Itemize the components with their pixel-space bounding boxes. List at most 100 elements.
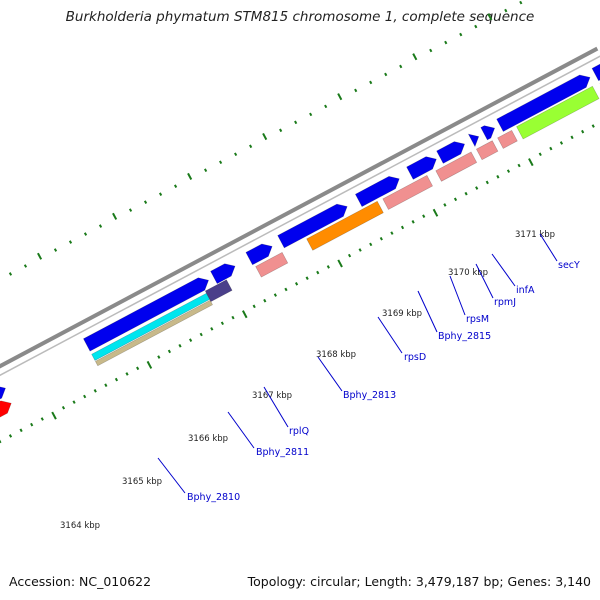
inner-tick (506, 169, 511, 173)
inner-tick (157, 355, 161, 359)
inner-tick (528, 158, 534, 167)
gene-label: Bphy_2813 (343, 390, 396, 401)
outer-tick (294, 120, 298, 125)
inner-tick (496, 174, 500, 179)
cog-block (516, 85, 600, 140)
outer-tick (324, 104, 328, 109)
inner-tick (316, 270, 320, 275)
outer-tick (128, 208, 133, 212)
inner-tick (0, 439, 2, 444)
inner-tick (104, 383, 108, 388)
outer-tick (98, 224, 103, 228)
gene-label: infA (516, 285, 535, 296)
gene-label: rpsD (404, 352, 426, 363)
tick-label: 3171 kbp (515, 230, 555, 240)
outer-tick (444, 40, 448, 45)
outer-tick (83, 232, 88, 236)
backbone-inner (0, 55, 600, 377)
inner-tick (305, 276, 309, 280)
outer-tick (37, 252, 43, 260)
inner-tick (231, 315, 235, 320)
outer-tick (504, 8, 508, 13)
gene-leader-line (475, 263, 494, 299)
outer-tick (143, 200, 148, 204)
outer-tick (234, 152, 238, 157)
cds-forward-block (467, 133, 480, 148)
outer-tick (53, 248, 58, 252)
outer-tick (262, 132, 268, 141)
cds-forward-block (496, 74, 591, 132)
outer-tick (429, 48, 433, 53)
inner-tick (591, 124, 595, 128)
outer-tick (219, 160, 223, 165)
inner-tick (242, 310, 248, 319)
outer-tick (399, 64, 403, 69)
cds-forward-block (83, 277, 209, 352)
tick-label: 3164 kbp (60, 521, 100, 531)
tick-label: 3167 kbp (252, 391, 292, 401)
inner-tick (294, 282, 299, 286)
cog-block (382, 175, 433, 210)
gene-label: secY (558, 260, 580, 271)
inner-tick (570, 135, 574, 140)
gene-label: Bphy_2811 (256, 447, 309, 458)
inner-tick (538, 152, 542, 157)
outer-tick (187, 172, 193, 180)
gene-leader-line (539, 233, 558, 262)
inner-tick (93, 389, 97, 393)
inner-tick (167, 349, 172, 354)
inner-tick (581, 129, 585, 134)
gene-label: Bphy_2815 (438, 331, 491, 342)
cds-forward-block (277, 203, 348, 249)
inner-tick (40, 417, 44, 421)
cds-forward-block (436, 141, 466, 164)
inner-tick (337, 259, 343, 268)
inner-tick (83, 394, 87, 399)
inner-tick (220, 321, 224, 326)
outer-tick (369, 80, 373, 85)
inner-tick (347, 253, 352, 258)
inner-tick (210, 327, 214, 331)
genome-summary-text: Topology: circular; Length: 3,479,187 bp… (247, 574, 591, 589)
outer-tick (158, 192, 163, 196)
inner-tick (51, 411, 57, 420)
inner-tick (125, 372, 129, 376)
inner-tick (136, 366, 140, 371)
inner-tick (8, 434, 13, 438)
outer-tick (112, 212, 118, 220)
gene-leader-line (377, 316, 403, 354)
outer-tick (474, 24, 478, 29)
tick-label: 3168 kbp (316, 350, 356, 360)
backbone-outer (0, 46, 599, 369)
accession-text: Accession: NC_010622 (9, 574, 152, 589)
inner-tick (464, 191, 468, 196)
outer-tick (384, 72, 388, 77)
gene-leader-line (227, 411, 255, 449)
outer-tick (412, 53, 418, 61)
cds-highlight-block (0, 400, 12, 418)
outer-tick (204, 168, 208, 173)
cog-block (204, 279, 233, 303)
cds-forward-block (591, 63, 600, 82)
inner-tick (273, 293, 277, 297)
tick-label: 3166 kbp (188, 434, 228, 444)
inner-tick (453, 197, 458, 202)
inner-tick (326, 265, 330, 269)
inner-tick (30, 422, 34, 427)
cds-forward-block (0, 386, 6, 400)
cog-block (475, 140, 499, 161)
cds-forward-block (354, 176, 400, 207)
inner-tick (199, 332, 203, 337)
inner-tick (252, 304, 256, 309)
inner-tick (400, 225, 405, 230)
cog-block (306, 200, 384, 251)
inner-tick (443, 203, 447, 207)
outer-tick (279, 128, 283, 133)
tick-label: 3170 kbp (448, 268, 488, 278)
cds-forward-block (480, 125, 496, 141)
cds-forward-block (210, 263, 236, 284)
inner-tick (411, 220, 415, 224)
outer-tick (487, 13, 493, 21)
